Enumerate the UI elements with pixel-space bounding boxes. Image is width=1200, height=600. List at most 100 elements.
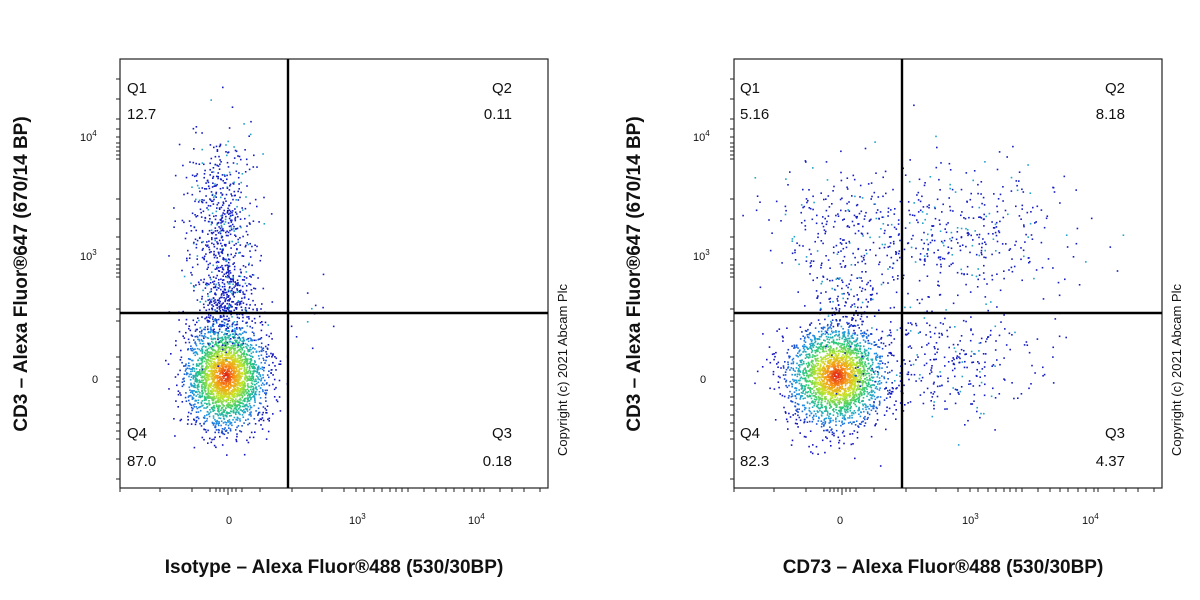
event-dot — [215, 283, 217, 286]
event-dot — [240, 381, 243, 384]
event-dot — [235, 404, 237, 407]
event-dot — [243, 352, 245, 354]
event-dot — [844, 348, 847, 350]
event-dot — [236, 302, 238, 304]
event-dot — [229, 423, 231, 425]
event-dot — [846, 381, 848, 383]
event-dot — [209, 317, 211, 319]
event-dot — [222, 410, 225, 413]
event-dot — [226, 187, 229, 189]
event-dot — [196, 299, 199, 301]
event-dot — [246, 362, 248, 364]
event-dot — [223, 362, 225, 364]
event-dot — [236, 163, 238, 165]
event-dot — [846, 379, 849, 382]
event-dot — [221, 220, 223, 223]
event-dot — [820, 361, 823, 363]
event-dot — [209, 291, 211, 293]
event-dot — [213, 198, 215, 201]
event-dot — [787, 367, 789, 369]
event-dot — [227, 266, 229, 269]
event-dot — [204, 326, 206, 329]
event-dot — [876, 356, 878, 358]
event-dot — [233, 330, 235, 333]
event-dot — [854, 399, 856, 401]
event-dot — [221, 403, 223, 405]
event-dot — [886, 406, 888, 409]
event-dot — [223, 243, 226, 246]
event-dot — [212, 316, 214, 318]
event-dot — [807, 356, 809, 359]
event-dot — [218, 341, 220, 343]
event-dot — [811, 368, 814, 371]
event-dot — [830, 394, 832, 397]
event-dot — [785, 368, 788, 371]
event-dot — [198, 396, 200, 398]
event-dot — [206, 284, 208, 287]
event-dot — [263, 196, 265, 199]
event-dot — [231, 342, 234, 345]
event-dot — [250, 357, 252, 360]
event-dot — [224, 299, 227, 301]
event-dot — [258, 391, 261, 393]
event-dot — [231, 210, 234, 212]
event-dot — [795, 367, 798, 369]
event-dot — [868, 413, 871, 416]
event-dot — [210, 372, 212, 375]
event-dot — [208, 363, 210, 365]
event-dot — [840, 345, 842, 347]
event-dot — [216, 150, 219, 152]
event-dot — [203, 375, 206, 377]
event-dot — [834, 382, 837, 384]
event-dot — [222, 422, 225, 424]
event-dot — [248, 168, 251, 171]
event-dot — [224, 349, 227, 352]
event-dot — [798, 382, 801, 385]
event-dot — [227, 399, 230, 401]
event-dot — [238, 252, 240, 254]
event-dot — [217, 202, 220, 204]
event-dot — [231, 323, 234, 326]
event-dot — [193, 286, 195, 288]
event-dot — [234, 421, 236, 423]
event-dot — [210, 99, 212, 101]
event-dot — [198, 340, 201, 342]
event-dot — [242, 416, 245, 418]
event-dot — [260, 424, 262, 426]
event-dot — [228, 295, 230, 297]
event-dot — [207, 387, 209, 389]
event-dot — [218, 239, 221, 242]
event-dot — [241, 394, 243, 397]
event-dot — [222, 366, 224, 368]
event-dot — [212, 203, 215, 205]
event-dot — [260, 254, 262, 257]
event-dot — [226, 364, 228, 367]
event-dot — [195, 372, 197, 374]
event-dot — [226, 315, 228, 318]
event-dot — [224, 245, 227, 247]
event-dot — [230, 310, 233, 312]
event-dot — [221, 359, 223, 361]
event-dot — [262, 349, 265, 352]
event-dot — [850, 371, 852, 373]
event-dot — [195, 400, 198, 402]
event-dot — [192, 404, 195, 406]
event-dot — [206, 410, 209, 413]
event-dot — [217, 299, 220, 302]
event-dot — [806, 401, 809, 403]
event-dot — [804, 380, 807, 382]
event-dot — [185, 400, 188, 402]
event-dot — [215, 320, 218, 322]
event-dot — [210, 365, 212, 367]
event-dot — [234, 366, 236, 368]
event-dot — [191, 398, 194, 400]
event-dot — [232, 294, 234, 296]
event-dot — [242, 338, 245, 341]
event-dot — [871, 358, 874, 361]
event-dot — [226, 154, 228, 157]
event-dot — [870, 369, 872, 372]
event-dot — [809, 391, 812, 393]
event-dot — [231, 341, 233, 344]
event-dot — [238, 172, 240, 174]
event-dot — [191, 274, 193, 276]
